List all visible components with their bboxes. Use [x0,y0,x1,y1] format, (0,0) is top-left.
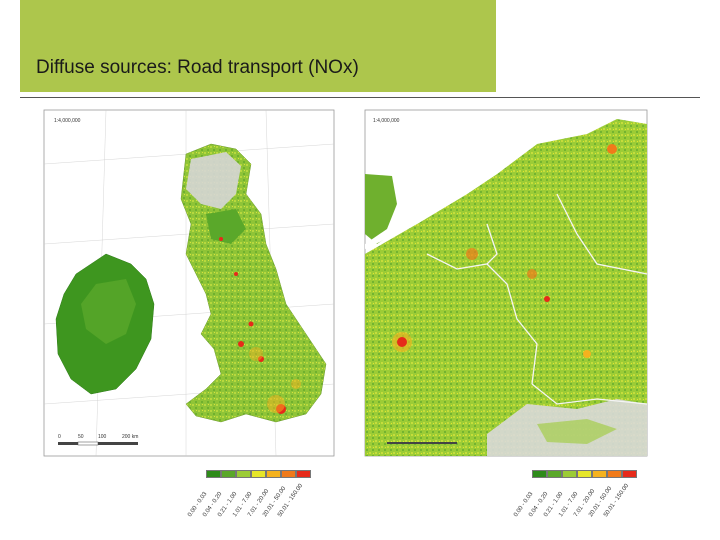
slide-title: Diffuse sources: Road transport (NOx) [36,57,359,78]
map-uk-ireland-canvas: 0 50 100 200 km 1:4,000,000 [43,109,335,457]
legend-swatch-4 [577,470,592,478]
legend-swatch-7 [622,470,637,478]
highlands-no-data [186,152,241,209]
title-divider [20,97,700,98]
scale-tick-3: 200 km [122,434,138,440]
legend-swatch-2 [547,470,562,478]
legend-swatch-4 [251,470,266,478]
scale-bar: 0 50 100 200 km [58,434,138,446]
legend-swatch-1 [532,470,547,478]
legend-uk-ireland: 0.00 - 0.03 0.04 - 0.20 0.21 - 1.00 1.01… [187,470,332,530]
legend-swatch-1 [206,470,221,478]
legend-swatch-2 [221,470,236,478]
map-benelux-germany: 1:4,000,000 [357,104,665,466]
scale-tick-2: 100 [98,434,107,440]
legend-benelux-germany: 0.00 - 0.03 0.04 - 0.20 0.21 - 1.00 1.01… [513,470,658,530]
legend-swatch-6 [281,470,296,478]
legend-swatch-5 [592,470,607,478]
map-benelux-germany-canvas: 1:4,000,000 [364,109,648,457]
legend-swatches [206,470,311,478]
country-borders [426,193,648,405]
map-scale-text: 1:4,000,000 [373,118,400,124]
map-frame [43,109,335,457]
continental-landmass [365,119,647,456]
legend-swatches [532,470,637,478]
legend-swatch-3 [562,470,577,478]
scale-tick-0: 0 [58,434,61,440]
legend-swatch-6 [607,470,622,478]
title-banner [20,0,496,92]
scale-tick-1: 50 [78,434,84,440]
legend-swatch-5 [266,470,281,478]
urban-hotspots [392,144,617,358]
map-uk-ireland: 0 50 100 200 km 1:4,000,000 [36,104,352,466]
scale-bar [387,442,457,444]
legend-swatch-3 [236,470,251,478]
legend-swatch-7 [296,470,311,478]
map-scale-text: 1:4,000,000 [54,118,81,124]
